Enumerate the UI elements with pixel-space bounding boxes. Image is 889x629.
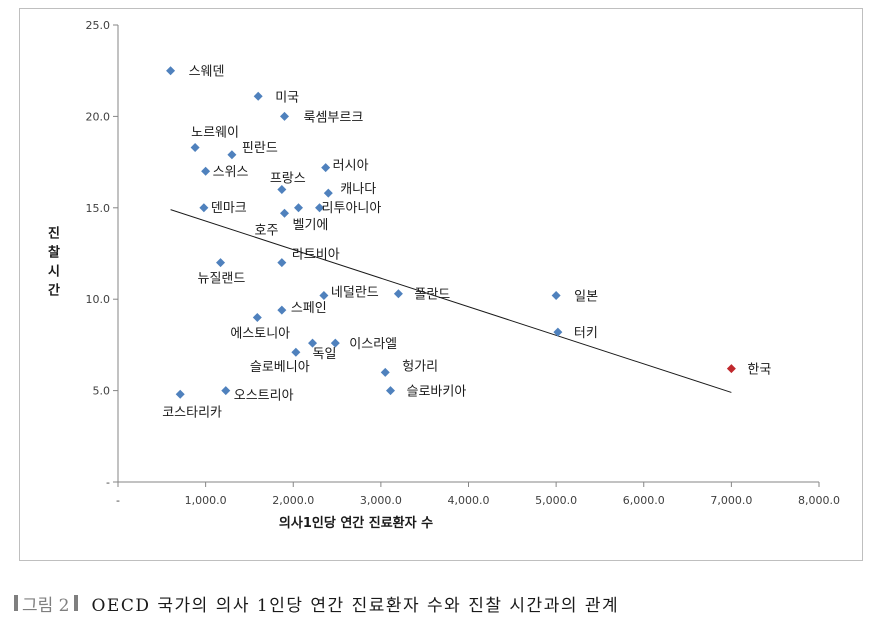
- x-tick-label: 6,000.0: [623, 494, 665, 507]
- y-tick-label: 15.0: [86, 202, 111, 215]
- data-points: [166, 66, 736, 399]
- data-point-label: 핀란드: [242, 141, 278, 156]
- data-point-label: 룩셈부르크: [303, 110, 363, 125]
- data-point-label: 노르웨이: [191, 125, 239, 140]
- data-point-marker: [291, 347, 301, 357]
- data-point-label: 일본: [574, 290, 598, 305]
- x-tick-label: 8,000.0: [798, 494, 840, 507]
- data-point-label: 미국: [275, 90, 299, 105]
- data-point-label: 터키: [574, 326, 598, 341]
- data-point-marker: [277, 185, 287, 195]
- data-point-label: 리투아니아: [322, 201, 382, 216]
- data-point-marker: [252, 312, 262, 322]
- caption-tag: 그림 2: [22, 595, 70, 616]
- data-point-label: 헝가리: [402, 359, 438, 374]
- data-point-marker: [726, 364, 736, 374]
- data-point-label: 호주: [254, 223, 278, 238]
- data-point-label: 스페인: [291, 301, 327, 316]
- caption-text: OECD 국가의 의사 1인당 연간 진료환자 수와 진찰 시간과의 관계: [91, 595, 620, 616]
- trendline-group: [170, 209, 732, 393]
- tick-labels: - 5.0 10.0 15.0 20.0 25.0 - 1,000.0 2,000.0 3,000…: [86, 19, 841, 507]
- y-tick-label: -: [106, 476, 110, 489]
- data-point-marker: [221, 386, 231, 396]
- data-point-label: 이스라엘: [349, 337, 397, 352]
- x-tick-label: 3,000.0: [360, 494, 402, 507]
- data-point-marker: [253, 91, 263, 101]
- x-tick-label: 5,000.0: [535, 494, 577, 507]
- x-tick-label: 7,000.0: [710, 494, 752, 507]
- caption-marker-right: [73, 595, 78, 611]
- data-point-marker: [175, 389, 185, 399]
- data-point-marker: [319, 291, 329, 301]
- x-tick-label: 1,000.0: [185, 494, 227, 507]
- x-tick-label: 4,000.0: [448, 494, 490, 507]
- caption-marker-left: [14, 595, 18, 611]
- data-point-label: 네덜란드: [331, 286, 379, 301]
- y-tick-label: 5.0: [93, 385, 111, 398]
- data-point-marker: [190, 142, 200, 152]
- x-axis-title: 의사1인당 연간 진료환자 수: [279, 515, 433, 531]
- data-point-marker: [166, 66, 176, 76]
- data-point-label: 에스토니아: [230, 326, 290, 341]
- y-axis-title: 진찰시간: [45, 225, 60, 302]
- data-point-label: 벨기에: [293, 218, 329, 233]
- data-point-marker: [279, 208, 289, 218]
- data-point-label: 캐나다: [340, 182, 376, 197]
- chart-axes: [117, 25, 819, 483]
- data-point-marker: [308, 338, 318, 348]
- data-point-label: 오스트리아: [234, 389, 294, 404]
- data-point-marker: [553, 327, 563, 337]
- data-point-marker: [279, 111, 289, 121]
- y-tick-label: 10.0: [86, 293, 111, 306]
- data-point-label: 러시아: [333, 159, 369, 174]
- data-point-marker: [315, 203, 325, 213]
- data-point-marker: [330, 338, 340, 348]
- trendline: [170, 209, 732, 393]
- data-point-marker: [277, 305, 287, 315]
- chart-frame: - 5.0 10.0 15.0 20.0 25.0 - 1,000.0 2,000.0 3,000…: [19, 8, 863, 561]
- data-point-label: 스위스: [213, 165, 249, 180]
- data-point-marker: [227, 150, 237, 160]
- scatter-chart: - 5.0 10.0 15.0 20.0 25.0 - 1,000.0 2,000.0 3,000…: [45, 19, 841, 531]
- data-point-marker: [216, 258, 226, 268]
- data-point-label: 스웨덴: [189, 65, 225, 80]
- figure-caption: 그림 2 OECD 국가의 의사 1인당 연간 진료환자 수와 진찰 시간과의 …: [14, 585, 619, 621]
- x-tick-label: 2,000.0: [272, 494, 314, 507]
- data-point-label: 슬로바키아: [407, 385, 467, 400]
- data-point-marker: [393, 289, 403, 299]
- data-point-marker: [294, 203, 304, 213]
- data-point-label: 슬로베니아: [250, 360, 310, 375]
- data-point-marker: [386, 386, 396, 396]
- data-point-label: 코스타리카: [162, 405, 222, 420]
- data-point-marker: [321, 163, 331, 173]
- data-point-label: 뉴질랜드: [198, 272, 246, 287]
- data-point-marker: [380, 367, 390, 377]
- data-point-marker: [199, 203, 209, 213]
- data-point-label: 독일: [313, 347, 337, 362]
- data-point-marker: [323, 188, 333, 198]
- data-point-label: 덴마크: [211, 201, 247, 216]
- data-point-label: 한국: [747, 363, 771, 378]
- x-tick-label: -: [116, 494, 120, 507]
- y-tick-label: 25.0: [86, 19, 111, 32]
- y-tick-label: 20.0: [86, 110, 111, 123]
- data-point-marker: [551, 291, 561, 301]
- data-point-label: 프랑스: [270, 172, 306, 187]
- data-point-marker: [201, 166, 211, 176]
- data-point-label: 폴란드: [414, 288, 450, 303]
- data-point-label: 라트비아: [292, 248, 340, 263]
- data-point-marker: [277, 258, 287, 268]
